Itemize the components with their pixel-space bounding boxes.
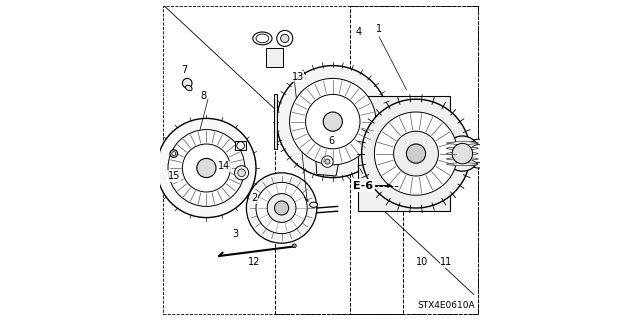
Circle shape	[394, 131, 438, 176]
Circle shape	[182, 78, 192, 88]
Bar	[275, 144, 403, 314]
Circle shape	[470, 145, 488, 163]
Text: 15: 15	[168, 171, 180, 181]
Circle shape	[325, 159, 330, 164]
Ellipse shape	[447, 142, 478, 144]
Ellipse shape	[447, 152, 478, 155]
Circle shape	[157, 118, 256, 218]
Circle shape	[322, 156, 333, 167]
Text: 6: 6	[328, 136, 334, 146]
Text: 12: 12	[248, 257, 260, 268]
Ellipse shape	[447, 163, 478, 165]
Text: E-6: E-6	[353, 180, 373, 191]
Bar	[351, 6, 479, 314]
Circle shape	[306, 94, 360, 149]
Bar	[274, 94, 278, 149]
Ellipse shape	[310, 202, 317, 207]
Ellipse shape	[447, 147, 478, 149]
Bar	[266, 48, 284, 67]
Circle shape	[464, 139, 493, 168]
Circle shape	[246, 173, 317, 243]
Text: 3: 3	[232, 228, 238, 239]
Ellipse shape	[253, 32, 272, 45]
Circle shape	[170, 150, 178, 157]
Text: 2: 2	[252, 193, 257, 204]
Circle shape	[292, 244, 296, 248]
Circle shape	[323, 112, 342, 131]
Text: 10: 10	[416, 257, 429, 268]
Text: 1: 1	[376, 24, 382, 34]
Text: 4: 4	[355, 27, 362, 37]
Circle shape	[238, 169, 246, 177]
Text: STX4E0610A: STX4E0610A	[417, 301, 475, 310]
Bar	[358, 96, 450, 211]
Circle shape	[275, 201, 289, 215]
Circle shape	[235, 166, 248, 180]
Ellipse shape	[186, 85, 192, 91]
Circle shape	[172, 152, 175, 156]
Circle shape	[277, 30, 293, 46]
Circle shape	[445, 136, 480, 171]
Circle shape	[406, 144, 426, 163]
Text: 13: 13	[291, 72, 304, 82]
Circle shape	[268, 194, 296, 222]
Text: 8: 8	[200, 91, 206, 101]
Circle shape	[362, 99, 470, 208]
Circle shape	[237, 142, 244, 149]
Circle shape	[290, 78, 376, 165]
Circle shape	[197, 158, 216, 178]
Circle shape	[182, 144, 230, 192]
Polygon shape	[315, 149, 339, 176]
Circle shape	[374, 112, 458, 195]
Ellipse shape	[447, 158, 478, 160]
Circle shape	[256, 182, 307, 234]
Text: 7: 7	[181, 65, 187, 76]
Circle shape	[452, 143, 472, 164]
Text: 14: 14	[218, 161, 230, 172]
Circle shape	[280, 34, 289, 43]
Text: 11: 11	[440, 257, 452, 268]
Circle shape	[168, 130, 245, 206]
Circle shape	[277, 66, 389, 178]
Ellipse shape	[256, 34, 269, 43]
Bar	[236, 141, 246, 150]
